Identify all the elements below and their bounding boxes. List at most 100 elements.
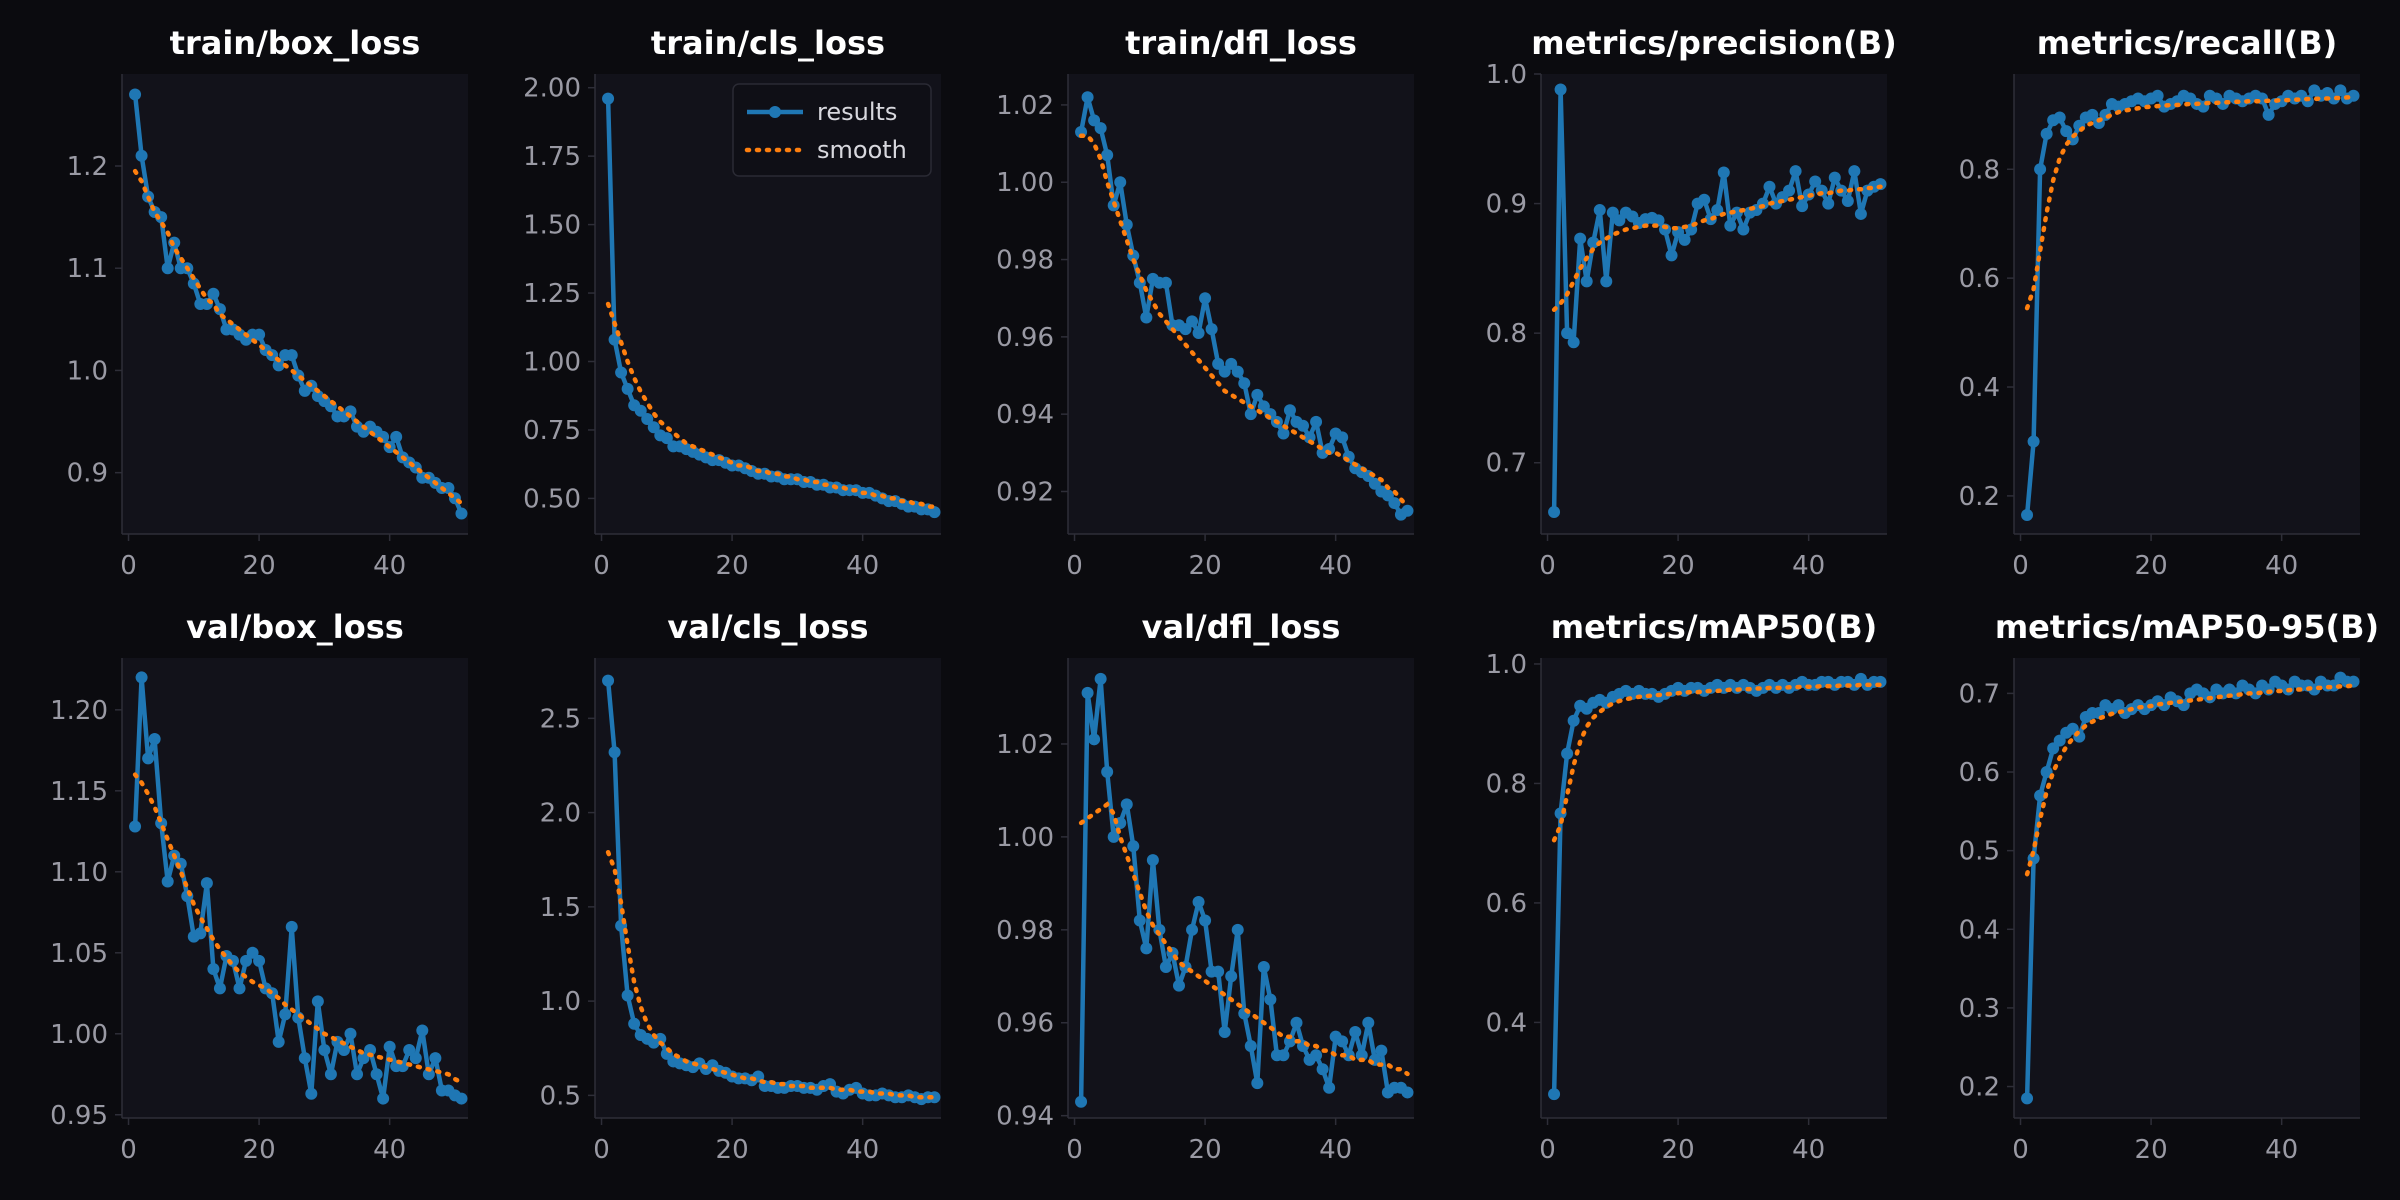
y-tick-label: 1.00 xyxy=(996,168,1054,198)
results-point xyxy=(1323,1081,1336,1094)
results-point xyxy=(1297,419,1310,432)
y-tick-label: 0.7 xyxy=(1486,449,1527,479)
results-point xyxy=(1205,323,1218,336)
plot-area xyxy=(1068,74,1414,534)
y-tick-label: 0.98 xyxy=(996,246,1054,276)
plot-area xyxy=(595,658,941,1118)
y-tick-label: 0.94 xyxy=(996,400,1054,430)
results-point xyxy=(1192,326,1205,339)
chart-title: train/box_loss xyxy=(170,24,421,62)
y-tick-label: 1.0 xyxy=(1486,60,1527,90)
results-point xyxy=(1854,207,1867,220)
chart-title: val/cls_loss xyxy=(667,608,868,646)
results-point xyxy=(194,927,207,940)
results-point xyxy=(455,1092,468,1105)
results-point xyxy=(2151,89,2164,102)
results-point xyxy=(1231,365,1244,378)
x-tick-label: 40 xyxy=(846,551,879,581)
legend-results-label: results xyxy=(817,98,897,126)
results-point xyxy=(1789,165,1802,178)
results-point xyxy=(148,732,161,745)
results-point xyxy=(1310,1049,1323,1062)
x-tick-label: 40 xyxy=(846,1135,879,1165)
results-point xyxy=(1146,854,1159,867)
results-point xyxy=(1822,197,1835,210)
y-tick-label: 0.3 xyxy=(1959,994,2000,1024)
y-tick-label: 1.20 xyxy=(50,696,108,726)
results-point xyxy=(634,404,647,417)
y-tick-label: 1.0 xyxy=(1486,650,1527,680)
results-point xyxy=(615,366,628,379)
results-point xyxy=(1580,275,1593,288)
y-tick-label: 0.96 xyxy=(996,323,1054,353)
y-tick-label: 0.95 xyxy=(50,1101,108,1131)
results-point xyxy=(351,1068,364,1081)
y-tick-label: 0.8 xyxy=(1486,319,1527,349)
results-point xyxy=(1548,1088,1561,1101)
y-tick-label: 1.00 xyxy=(523,348,581,378)
x-tick-label: 0 xyxy=(2012,1135,2029,1165)
results-point xyxy=(1574,232,1587,245)
x-tick-label: 0 xyxy=(593,551,610,581)
y-tick-label: 0.2 xyxy=(1959,1073,2000,1103)
chart-panel: metrics/mAP50-95(B) 0.2 0.3 0.4 0.5 0.6 0.7 0 20… xyxy=(1959,608,2380,1165)
results-point xyxy=(357,1052,370,1065)
results-point xyxy=(1120,218,1133,231)
y-tick-label: 0.7 xyxy=(1959,679,2000,709)
results-point xyxy=(324,1068,337,1081)
results-point xyxy=(1737,223,1750,236)
results-point xyxy=(1277,1049,1290,1062)
results-point xyxy=(1362,1016,1375,1029)
x-tick-label: 0 xyxy=(2012,551,2029,581)
results-point xyxy=(1199,914,1212,927)
results-point xyxy=(1567,714,1580,727)
results-point xyxy=(1567,336,1580,349)
results-point xyxy=(608,746,621,759)
results-point xyxy=(135,671,148,684)
results-point xyxy=(1593,204,1606,217)
results-point xyxy=(1088,733,1101,746)
y-tick-label: 1.5 xyxy=(540,893,581,923)
results-point xyxy=(370,1068,383,1081)
results-point xyxy=(2021,508,2034,521)
results-point xyxy=(1120,798,1133,811)
results-point xyxy=(2047,742,2060,755)
x-tick-label: 20 xyxy=(2135,1135,2168,1165)
y-tick-label: 0.50 xyxy=(523,484,581,514)
y-tick-label: 0.9 xyxy=(1486,190,1527,220)
results-point xyxy=(2334,84,2347,97)
results-point xyxy=(200,877,213,890)
y-tick-label: 0.4 xyxy=(1959,915,2000,945)
y-tick-label: 0.96 xyxy=(996,1009,1054,1039)
x-tick-label: 0 xyxy=(1539,551,1556,581)
results-point xyxy=(1554,83,1567,96)
results-point xyxy=(1283,404,1296,417)
results-point xyxy=(2060,125,2073,138)
results-point xyxy=(1244,408,1257,421)
results-point xyxy=(1665,249,1678,262)
results-point xyxy=(344,1027,357,1040)
x-tick-label: 20 xyxy=(1189,551,1222,581)
results-point xyxy=(647,421,660,434)
results-point xyxy=(641,413,654,425)
x-tick-label: 0 xyxy=(1066,551,1083,581)
results-point xyxy=(207,287,220,300)
y-tick-label: 1.02 xyxy=(996,91,1054,121)
results-point xyxy=(1809,175,1822,188)
y-tick-label: 1.02 xyxy=(996,730,1054,760)
results-point xyxy=(1225,970,1238,983)
results-point xyxy=(429,1052,442,1065)
y-tick-label: 0.5 xyxy=(540,1081,581,1111)
results-point xyxy=(285,920,298,933)
x-tick-label: 40 xyxy=(1319,551,1352,581)
results-point xyxy=(1290,1016,1303,1029)
chart-panel: val/box_loss 0.95 1.00 1.05 1.10 1.15 1.20 0 20 4… xyxy=(50,608,468,1165)
results-point xyxy=(142,752,155,765)
y-tick-label: 1.10 xyxy=(50,858,108,888)
results-point xyxy=(272,1035,285,1048)
y-tick-label: 0.98 xyxy=(996,916,1054,946)
chart-panel: train/cls_loss 0.50 0.75 1.00 1.25 1.50 1.75 2.… xyxy=(523,24,941,581)
y-tick-label: 0.75 xyxy=(523,416,581,446)
plot-area xyxy=(2014,74,2360,534)
chart-panel: metrics/mAP50(B) 0.4 0.6 0.8 1.0 0 20 40 xyxy=(1486,608,1887,1165)
